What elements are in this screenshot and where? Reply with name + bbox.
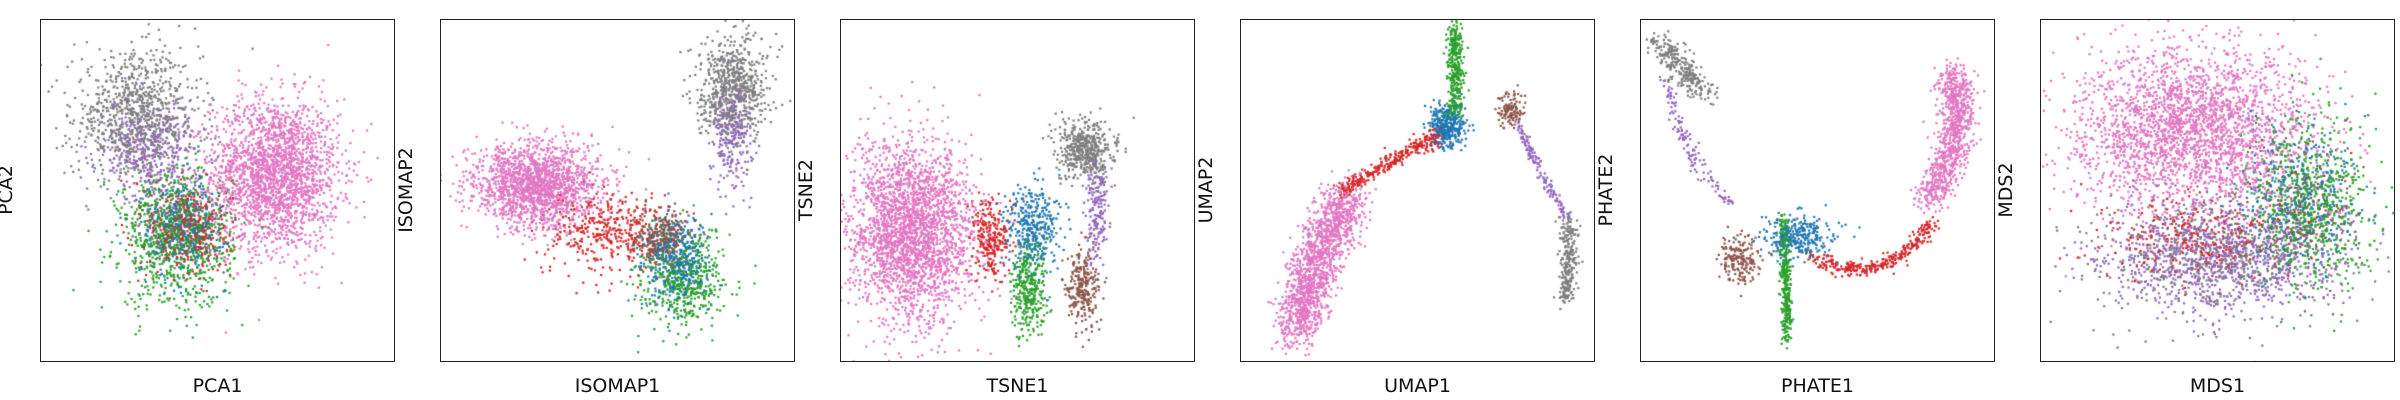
plot-area [1640, 19, 1995, 362]
plot-area [40, 19, 395, 362]
scatter-points-canvas [841, 20, 1194, 361]
y-axis-label: PHATE2 [1595, 153, 1617, 227]
scatter-points-canvas [441, 20, 794, 361]
x-axis-label: ISOMAP1 [574, 375, 661, 397]
plot-area [840, 19, 1195, 362]
x-axis-label: UMAP1 [1384, 375, 1451, 397]
scatter-points-canvas [1241, 20, 1594, 361]
y-axis-label: UMAP2 [1195, 156, 1217, 224]
plot-area [2040, 19, 2395, 362]
y-axis-label: TSNE2 [795, 159, 817, 221]
y-axis-label: MDS2 [1995, 162, 2017, 218]
x-axis-label: TSNE1 [986, 375, 1049, 397]
plot-area [1240, 19, 1595, 362]
x-axis-label: PHATE1 [1781, 375, 1854, 397]
scatter-points-canvas [41, 20, 394, 361]
plot-area [440, 19, 795, 362]
scatter-points-canvas [1641, 20, 1994, 361]
y-axis-label: ISOMAP2 [395, 147, 417, 233]
y-axis-label: PCA2 [0, 165, 17, 215]
x-axis-label: PCA1 [192, 375, 243, 397]
x-axis-label: MDS1 [2189, 375, 2246, 397]
scatter-points-canvas [2041, 20, 2394, 361]
